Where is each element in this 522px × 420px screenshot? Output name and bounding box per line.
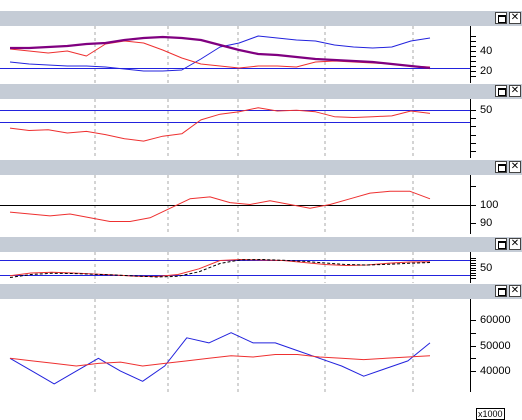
stochastic-axis: 50 bbox=[470, 252, 522, 283]
axis-tick bbox=[471, 110, 476, 111]
red-series-line bbox=[9, 259, 431, 277]
price-axis: 40 20 bbox=[470, 26, 522, 83]
blue-series-line bbox=[9, 35, 431, 72]
red-series-line bbox=[9, 107, 431, 142]
axis-tick bbox=[471, 320, 476, 321]
maximize-icon[interactable] bbox=[495, 12, 507, 24]
price-pane: ✕ 40 20 bbox=[0, 11, 522, 83]
axis-tick bbox=[471, 51, 476, 52]
axis-tick bbox=[471, 263, 476, 264]
stochastic-pane: ✕ 50 bbox=[0, 237, 522, 283]
axis-tick bbox=[471, 151, 476, 152]
axis-tick bbox=[471, 333, 476, 334]
axis-tick bbox=[471, 66, 476, 67]
axis-tick bbox=[471, 143, 476, 144]
close-icon[interactable]: ✕ bbox=[509, 85, 521, 97]
close-icon[interactable]: ✕ bbox=[509, 238, 521, 250]
axis-tick bbox=[471, 186, 476, 187]
chart-workspace: ✕ 40 20 ✕ 50 ✕ 100 90 ✕ 50 ✕ bbox=[0, 11, 522, 420]
axis-tick bbox=[471, 258, 476, 259]
axis-tick bbox=[471, 36, 476, 37]
pane-title-bar[interactable]: ✕ bbox=[0, 11, 522, 26]
axis-tick bbox=[471, 71, 476, 72]
axis-tick-label: 60000 bbox=[480, 314, 511, 326]
axis-tick bbox=[471, 223, 476, 224]
axis-tick-label: 50 bbox=[480, 104, 493, 116]
axis-tick bbox=[471, 56, 476, 57]
axis-tick bbox=[471, 265, 476, 266]
axis-tick bbox=[471, 46, 476, 47]
axis-tick-label: 20 bbox=[480, 65, 493, 77]
axis-tick bbox=[471, 260, 476, 261]
axis-tick bbox=[471, 371, 476, 372]
axis-tick bbox=[471, 126, 476, 127]
axis-tick-label: 40 bbox=[480, 45, 493, 57]
axis-tick-label: 50 bbox=[480, 262, 493, 274]
axis-tick bbox=[471, 76, 476, 77]
pane-title-bar[interactable]: ✕ bbox=[0, 160, 522, 175]
axis-tick bbox=[471, 205, 476, 206]
oscillator-pane: ✕ 50 bbox=[0, 84, 522, 158]
maximize-icon[interactable] bbox=[495, 161, 507, 173]
axis-tick-label: 90 bbox=[480, 217, 493, 229]
axis-tick bbox=[471, 268, 476, 269]
close-icon[interactable]: ✕ bbox=[509, 285, 521, 297]
axis-tick bbox=[471, 118, 476, 119]
stochastic-plot[interactable] bbox=[0, 252, 470, 283]
axis-tick bbox=[471, 275, 476, 276]
maximize-icon[interactable] bbox=[495, 238, 507, 250]
axis-tick-label: 100 bbox=[480, 199, 499, 211]
axis-tick-label: 40000 bbox=[480, 365, 511, 377]
axis-tick-label: 50000 bbox=[480, 340, 511, 352]
axis-tick bbox=[471, 278, 476, 279]
maximize-icon[interactable] bbox=[495, 285, 507, 297]
red-series-line bbox=[9, 354, 431, 367]
oscillator-plot[interactable] bbox=[0, 99, 470, 158]
volume-pane: ✕ 60000 50000 40000 x1000 bbox=[0, 284, 522, 420]
index-axis: 100 90 bbox=[470, 175, 522, 234]
axis-tick bbox=[471, 41, 476, 42]
index-plot[interactable] bbox=[0, 175, 470, 234]
close-icon[interactable]: ✕ bbox=[509, 161, 521, 173]
blue-series-line bbox=[9, 332, 431, 385]
pane-title-bar[interactable]: ✕ bbox=[0, 237, 522, 252]
axis-tick bbox=[471, 346, 476, 347]
maximize-icon[interactable] bbox=[495, 85, 507, 97]
volume-axis: 60000 50000 40000 bbox=[470, 299, 522, 392]
red-series-line bbox=[9, 190, 431, 222]
price-plot[interactable] bbox=[0, 26, 470, 83]
volume-plot[interactable] bbox=[0, 299, 470, 392]
axis-tick bbox=[471, 273, 476, 274]
oscillator-axis: 50 bbox=[470, 99, 522, 158]
axis-tick bbox=[471, 61, 476, 62]
pane-title-bar[interactable]: ✕ bbox=[0, 284, 522, 299]
index-pane: ✕ 100 90 bbox=[0, 160, 522, 234]
volume-multiplier-label: x1000 bbox=[476, 408, 505, 420]
pane-title-bar[interactable]: ✕ bbox=[0, 84, 522, 99]
purple-series-line bbox=[10, 35, 431, 70]
axis-tick bbox=[471, 270, 476, 271]
axis-tick bbox=[471, 135, 476, 136]
black-series-line bbox=[9, 259, 431, 278]
axis-tick bbox=[471, 358, 476, 359]
close-icon[interactable]: ✕ bbox=[509, 12, 521, 24]
